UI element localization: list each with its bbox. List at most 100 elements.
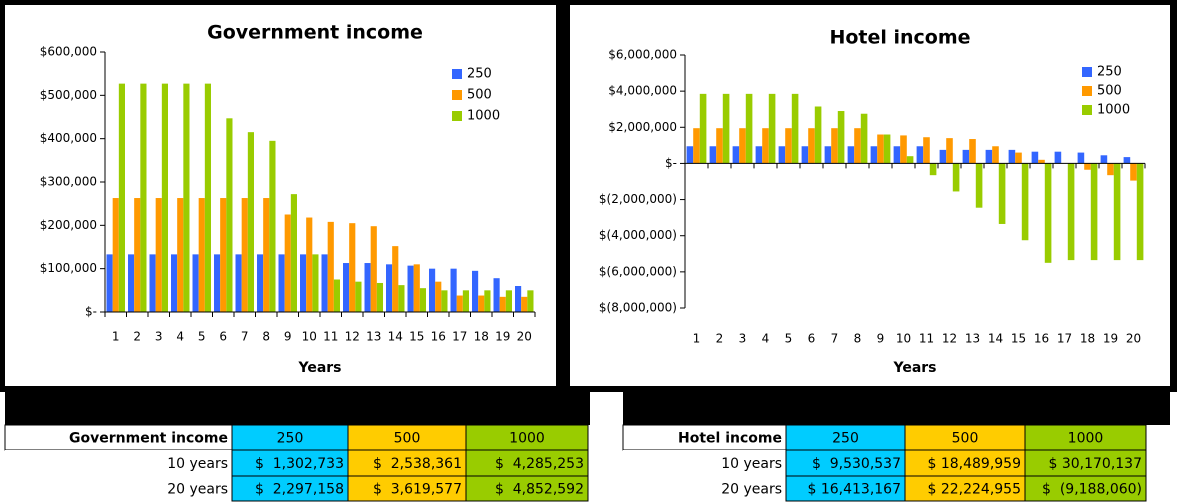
bar (1038, 159, 1045, 164)
legend-label: 250 (467, 67, 492, 82)
bar (413, 264, 420, 312)
bar (778, 146, 786, 164)
chart-panel (5, 5, 556, 386)
bar (962, 149, 970, 164)
table-cell (231, 475, 349, 502)
cell-value: $ 4,852,592 (495, 482, 584, 498)
cell-value: $ 9,530,537 (812, 456, 901, 472)
table-cell (623, 450, 786, 476)
legend-label: 500 (1097, 84, 1122, 99)
bar (992, 146, 999, 164)
bar (161, 83, 168, 312)
bar (312, 254, 319, 312)
x-tick-label: 12 (942, 332, 957, 346)
bar (870, 146, 878, 164)
bar (946, 138, 953, 164)
cell-value: $ 2,538,361 (373, 456, 462, 472)
bar (269, 140, 276, 312)
x-tick-label: 2 (133, 330, 141, 344)
y-tick-label: $2,000,000 (608, 120, 677, 134)
cell-value: 1000 (509, 431, 545, 447)
cell-value: $ 4,285,253 (495, 456, 584, 472)
bar (1067, 163, 1075, 261)
bar (1123, 157, 1131, 164)
bar (118, 83, 125, 312)
bar (801, 146, 809, 164)
bar (392, 246, 399, 312)
bar (484, 290, 491, 312)
cell-value: $ 1,302,733 (255, 456, 344, 472)
bar (762, 128, 769, 164)
x-tick-label: 8 (262, 330, 270, 344)
bar (214, 254, 221, 312)
bar (785, 128, 792, 164)
bar (321, 254, 328, 312)
row-label: Hotel income (678, 431, 782, 447)
bar (183, 83, 190, 312)
bar (376, 282, 383, 312)
bar (1054, 151, 1062, 164)
table-cell (465, 424, 589, 451)
x-tick-label: 8 (854, 332, 862, 346)
bar (398, 285, 405, 312)
bar (739, 128, 746, 164)
bar (854, 128, 861, 164)
legend-swatch (452, 111, 462, 121)
table-cell (623, 476, 786, 501)
bar (355, 281, 362, 312)
bar (306, 217, 313, 312)
table-cell (904, 449, 1026, 477)
bar (505, 290, 512, 312)
cell-value: 1000 (1068, 431, 1104, 447)
bar (134, 198, 141, 312)
chart-title: Government income (207, 22, 423, 44)
bar (847, 146, 855, 164)
cell-value: $ 16,413,167 (807, 482, 901, 498)
bar (149, 254, 156, 312)
bar (732, 146, 740, 164)
x-tick-label: 18 (1080, 332, 1095, 346)
bar (686, 146, 694, 164)
y-tick-label: $200,000 (40, 218, 97, 232)
bar (831, 128, 838, 164)
bar (1044, 163, 1052, 263)
table-cell (5, 450, 232, 476)
x-tick-label: 11 (919, 332, 934, 346)
x-tick-label: 18 (474, 330, 489, 344)
bar (923, 137, 930, 164)
cell-value: $ 22,224,955 (927, 482, 1021, 498)
bar (515, 286, 522, 312)
bar (929, 163, 937, 176)
bar (837, 111, 845, 164)
table-cell (785, 475, 906, 502)
bar (456, 295, 463, 312)
cell-value: $ 30,170,137 (1048, 456, 1142, 472)
bar (284, 214, 291, 312)
y-tick-label: $(6,000,000) (599, 264, 677, 278)
cell-value: $ (9,188,060) (1042, 482, 1142, 498)
x-tick-label: 2 (716, 332, 724, 346)
bar (860, 113, 868, 164)
legend-swatch (452, 90, 462, 100)
x-tick-label: 14 (388, 330, 403, 344)
bar (278, 254, 285, 312)
bar (370, 226, 377, 312)
x-tick-label: 15 (409, 330, 424, 344)
row-label: 10 years (721, 456, 782, 472)
y-tick-label: $(4,000,000) (599, 228, 677, 242)
bar (247, 132, 254, 312)
table-cell (4, 424, 233, 451)
table-band (623, 392, 1170, 425)
bar (709, 146, 717, 164)
legend-swatch (452, 69, 462, 79)
bar (877, 134, 884, 164)
cell-value: $ 2,297,158 (255, 482, 344, 498)
bar (300, 254, 307, 312)
legend-label: 1000 (1097, 103, 1130, 118)
bar (745, 93, 753, 164)
bar (791, 93, 799, 164)
row-label: Government income (69, 431, 228, 447)
x-tick-label: 5 (198, 330, 206, 344)
x-tick-label: 7 (831, 332, 839, 346)
bar (1015, 152, 1022, 164)
